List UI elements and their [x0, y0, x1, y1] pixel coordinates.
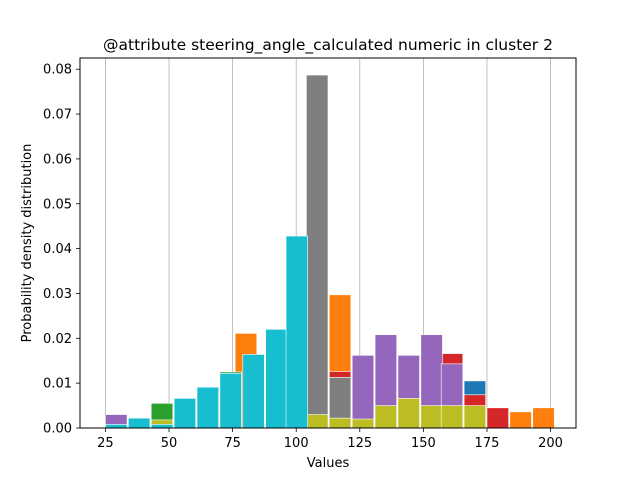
bar-series-7-6 — [242, 354, 265, 429]
x-tick-label-0: 25 — [97, 436, 114, 451]
bar-series-6-2 — [328, 417, 352, 429]
grid-lines — [105, 58, 551, 428]
bar-series-7-4 — [196, 386, 219, 429]
chart-title: @attribute steering_angle_calculated num… — [103, 36, 553, 55]
bar-series-1-3 — [532, 407, 555, 429]
bar-series-3-3 — [486, 407, 509, 429]
y-tick-label-2: 0.02 — [43, 332, 72, 347]
x-axis-label: Values — [307, 456, 350, 471]
y-tick-label-6: 0.06 — [43, 152, 72, 167]
x-tick-label-3: 100 — [284, 436, 309, 451]
bar-series-1-2 — [509, 411, 532, 429]
bar-series-6-4 — [374, 405, 397, 429]
y-tick-label-1: 0.01 — [43, 377, 72, 392]
y-tick-label-0: 0.00 — [43, 422, 72, 437]
bar-series-4-2 — [351, 355, 375, 429]
bar-series-7-3 — [173, 398, 197, 429]
x-tick-label-1: 50 — [161, 436, 178, 451]
x-tick-label-2: 75 — [224, 436, 241, 451]
bar-series-6-6 — [420, 405, 443, 429]
x-axis-ticks: 25 50 75 100 125 150 175 200 — [97, 428, 563, 451]
bar-series-5-0 — [306, 74, 329, 429]
bars-group — [105, 74, 555, 429]
x-tick-label-7: 200 — [538, 436, 563, 451]
bar-series-6-8 — [463, 405, 487, 429]
bar-series-7-1 — [128, 417, 151, 429]
x-tick-label-5: 150 — [411, 436, 436, 451]
y-tick-label-8: 0.08 — [43, 63, 72, 78]
x-tick-label-6: 175 — [475, 436, 500, 451]
bar-series-7-8 — [285, 235, 308, 429]
x-tick-label-4: 125 — [347, 436, 372, 451]
bar-series-6-7 — [440, 405, 464, 429]
y-axis-ticks: 0.00 0.01 0.02 0.03 0.04 0.05 0.06 0.07 0.08 — [43, 63, 80, 437]
bar-series-6-1 — [306, 414, 329, 429]
y-tick-label-4: 0.04 — [43, 242, 72, 257]
bar-series-7-5 — [219, 372, 242, 429]
y-tick-label-7: 0.07 — [43, 108, 72, 123]
bar-series-7-2 — [150, 424, 174, 429]
y-tick-label-5: 0.05 — [43, 197, 72, 212]
bar-series-7-0 — [105, 424, 128, 429]
bar-series-6-5 — [397, 398, 420, 429]
plot-frame — [79, 57, 577, 429]
bar-series-6-3 — [351, 418, 375, 429]
bar-series-7-7 — [265, 329, 288, 429]
y-tick-label-3: 0.03 — [43, 287, 72, 302]
y-axis-label: Probability density distribution — [20, 144, 35, 343]
